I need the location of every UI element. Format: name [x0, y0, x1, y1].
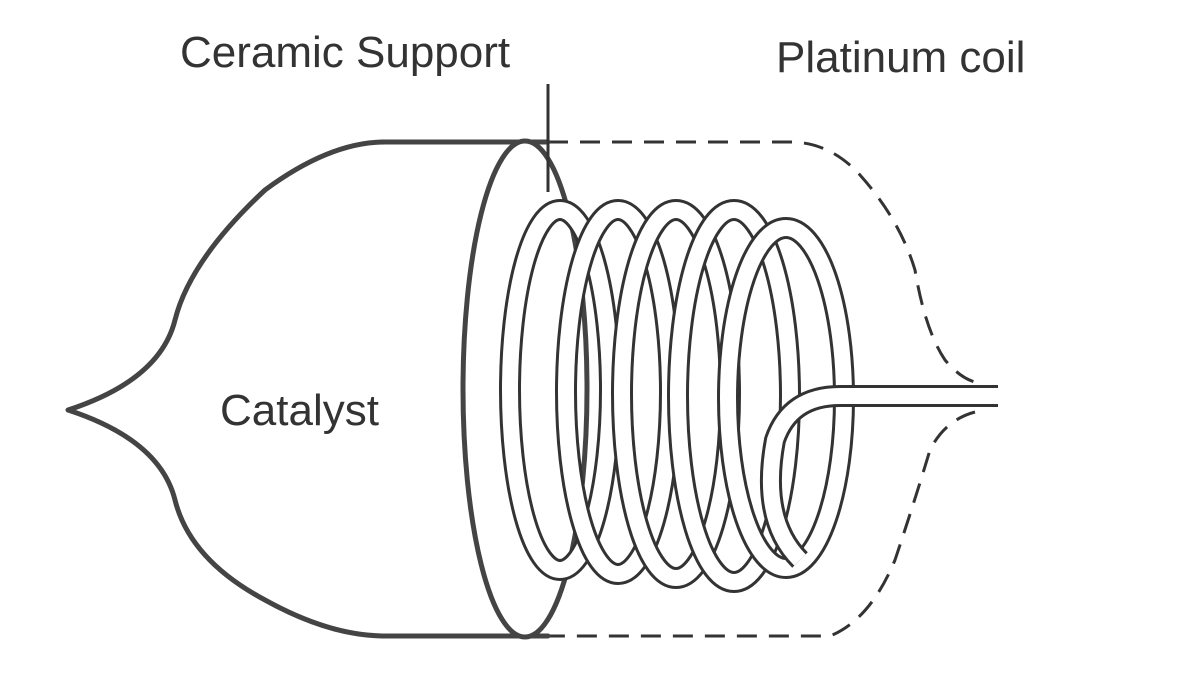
platinum-coil	[499, 199, 998, 593]
platinum-coil-label: Platinum coil	[776, 33, 1025, 82]
ceramic-support-face	[460, 138, 590, 640]
coil-loop-4	[667, 199, 801, 593]
coil-lead-wire	[759, 385, 998, 568]
catalyst-body	[65, 139, 551, 639]
envelope-dashed-outline	[548, 140, 976, 638]
coil-loop-1	[499, 199, 621, 581]
ceramic-support-label: Ceramic Support	[180, 28, 510, 77]
catalyst-label: Catalyst	[220, 386, 379, 435]
